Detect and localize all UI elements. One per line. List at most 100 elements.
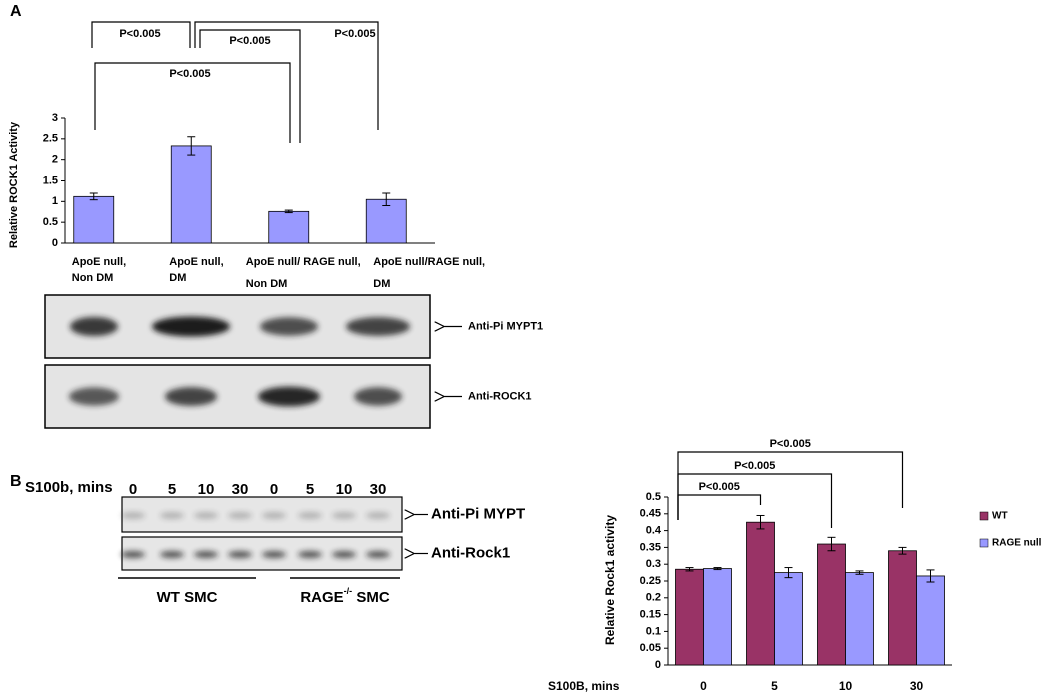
blot-band [228,512,252,519]
y-tick-label: 1 [52,195,58,207]
panel-label: B [10,473,22,490]
error-bar [926,569,935,583]
legend-label: RAGE null [992,538,1042,549]
blot-band [160,551,184,558]
lane-label: 0 [129,481,137,498]
significance-bracket: P<0.005 [677,481,762,520]
blot-band [121,512,145,519]
x-tick-label: ApoE null, [169,256,223,268]
bracket-line [91,21,191,48]
error-bar [827,536,836,552]
legend-label: WT [992,511,1008,522]
y-tick-label: 1.5 [43,174,58,186]
x-tick-label: DM [373,278,390,290]
y-axis-label: Relative ROCK1 Activity [8,121,20,248]
y-tick-label: 3 [52,112,58,124]
y-tick-label: 0.1 [646,625,661,637]
error-bar [187,136,196,156]
bar [703,568,732,666]
bar [774,572,803,666]
lane-label: 10 [198,481,215,498]
blot-band [354,387,402,406]
lane-label: 10 [336,481,353,498]
blot-band [260,317,318,336]
x-tick-label: 30 [910,679,924,693]
x-tick-label: DM [169,272,186,284]
bracket-label: P<0.005 [734,460,775,472]
y-tick-label: 0.5 [43,216,58,228]
blot-band [262,512,286,519]
lane-label: 30 [232,481,249,498]
bracket-label: P<0.005 [119,28,160,40]
y-tick-label: 0 [655,659,661,671]
blot-band [258,386,320,407]
blot-band [160,512,184,519]
error-bar [685,567,694,572]
blot-band [332,551,356,558]
bracket-label: P<0.005 [770,438,811,450]
x-tick-label: Non DM [246,278,288,290]
lane-label: 5 [168,481,176,498]
y-tick-label: 0.5 [646,491,661,503]
bracket-line [94,62,291,143]
bracket-label: P<0.005 [699,481,740,493]
blot-label: Anti-Pi MYPT1 [468,320,543,332]
blot-band [228,551,252,558]
y-tick-label: 0 [52,237,58,249]
error-bar [284,209,293,214]
bracket-line [194,21,379,130]
blot-band [152,316,230,337]
blot-band [332,512,356,519]
bar [73,195,115,244]
y-tick-label: 0.05 [640,642,661,654]
x-tick-label: ApoE null/RAGE null, [373,256,485,268]
bar [268,210,310,244]
blot-band [121,551,145,558]
bracket-label: P<0.005 [334,28,375,40]
error-bar [89,192,98,201]
error-bar [898,546,907,555]
y-tick-label: 0.2 [646,592,661,604]
y-tick-label: 0.25 [640,575,661,587]
error-bar [784,567,793,579]
blot-band [262,551,286,558]
bar [845,572,874,666]
blot-band [194,551,218,558]
group-label-sup: -/- [344,586,353,596]
bracket-line [199,29,301,143]
significance-bracket: P<0.005 [677,460,833,528]
x-tick-label: 0 [700,679,707,693]
lane-label: 30 [370,481,387,498]
x-axis-label: S100B, mins [548,679,620,693]
blot-band [366,551,390,558]
blot-title: S100b, mins [25,479,113,496]
blot-label: Anti-Pi MYPT [431,505,525,522]
group-label: WT SMC [157,589,218,606]
blot-label: Anti-Rock1 [431,544,510,561]
panel-label: A [10,3,22,20]
y-tick-label: 2.5 [43,133,58,145]
x-tick-label: ApoE null/ RAGE null, [246,256,361,268]
bar [817,543,846,666]
y-axis-label: Relative Rock1 activity [603,515,617,645]
bar [888,550,917,666]
significance-bracket: P<0.005 [677,438,904,520]
lane-label: 0 [270,481,278,498]
blot-band [298,512,322,519]
bar [916,575,945,666]
x-tick-label: 5 [771,679,778,693]
bracket-line [677,494,762,520]
blot-band [346,317,410,336]
blot-band [165,387,217,406]
bar [170,145,212,244]
x-tick-label: 10 [839,679,853,693]
bar [675,568,704,666]
significance-bracket: P<0.005 [194,21,379,130]
error-bar [855,570,864,575]
error-bar [756,514,765,530]
group-label-part: SMC [352,589,390,606]
y-tick-label: 0.3 [646,558,661,570]
blot-band [366,512,390,519]
legend-swatch [979,538,989,548]
